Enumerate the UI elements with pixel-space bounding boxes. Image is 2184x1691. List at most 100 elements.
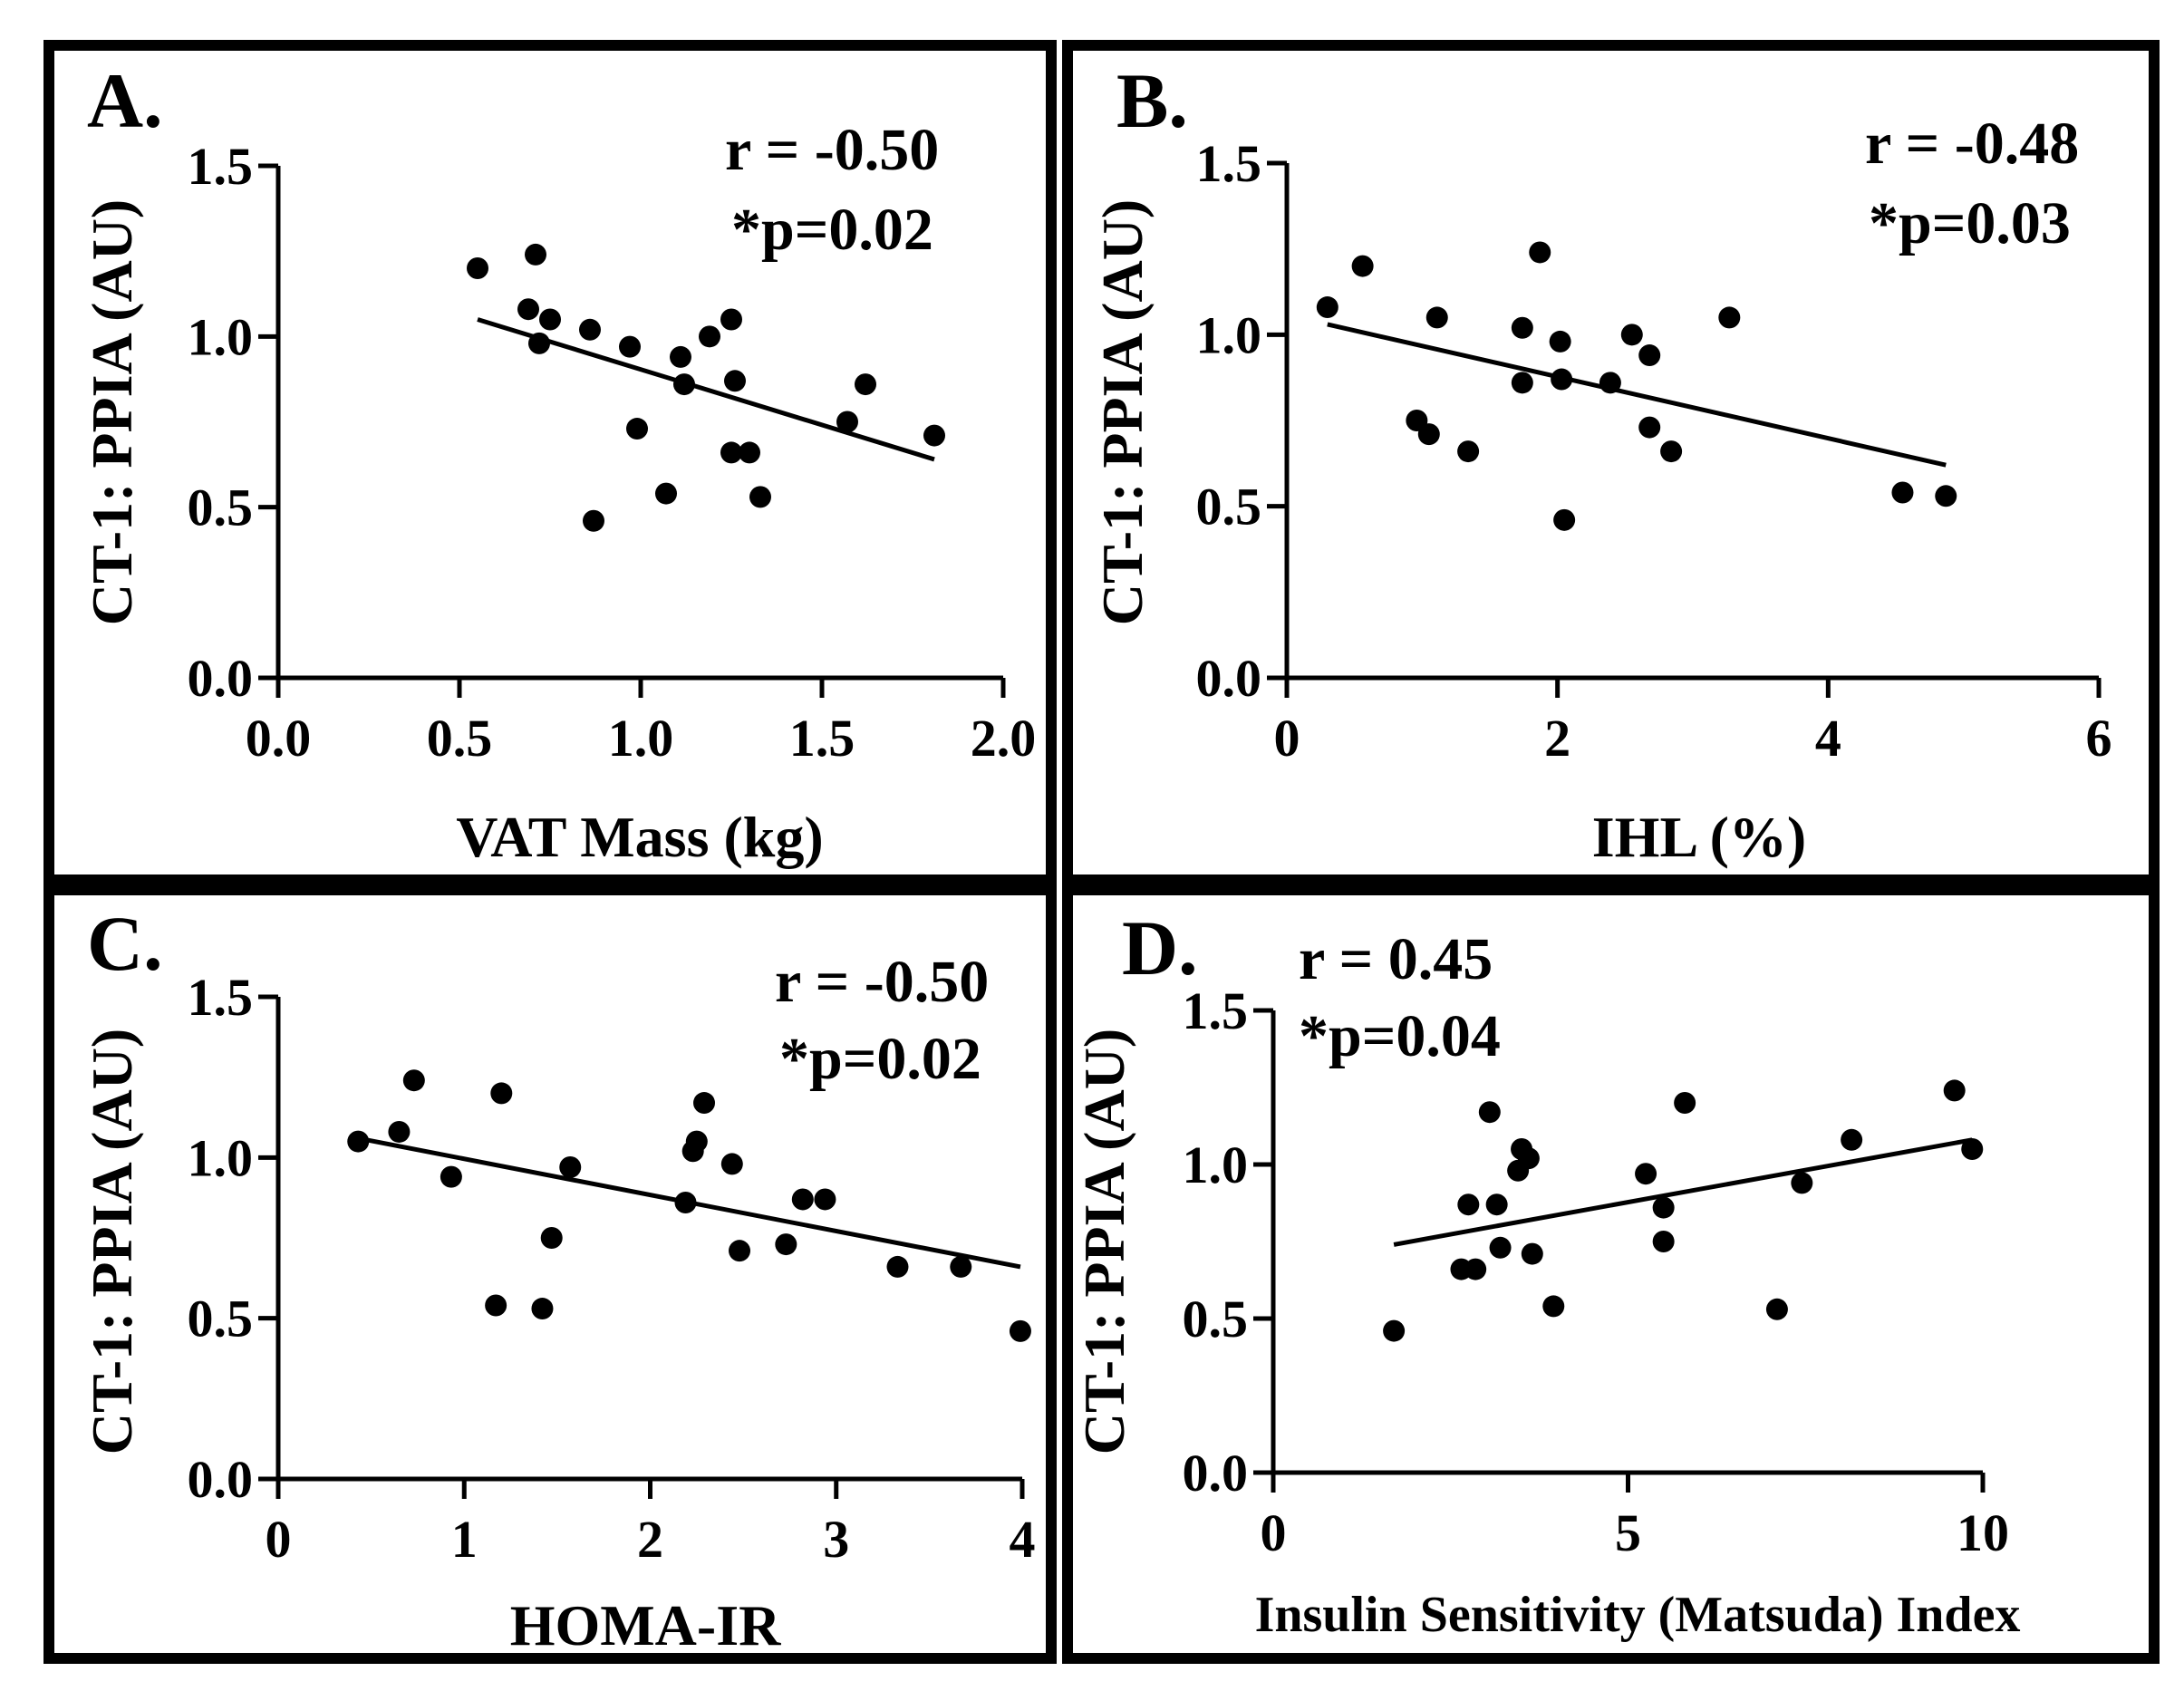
- panel-frame-b: [1062, 40, 2160, 885]
- data-point: [1599, 372, 1621, 394]
- panel-frame-a: [43, 40, 1057, 885]
- data-point: [1351, 255, 1374, 277]
- panel-frame-d: [1062, 884, 2160, 1664]
- data-point: [1841, 1128, 1863, 1151]
- y-axis-title: CT-1: PPIA (AU): [1090, 199, 1155, 626]
- x-axis-title: HOMA-IR: [510, 1593, 781, 1657]
- x-tick-label: 1: [451, 1510, 478, 1569]
- x-tick-label: 10: [1957, 1503, 2009, 1562]
- panel-label: C.: [87, 900, 163, 987]
- x-tick-label: 2: [1544, 709, 1570, 768]
- regression-line: [1393, 1137, 1973, 1247]
- data-point: [490, 1082, 513, 1105]
- data-point: [1791, 1172, 1813, 1194]
- scatter-panel-d: 0 5 10 0.0 0.5 1.0 1.5D. r = 0.45 *p=0.04 Insulin…: [1072, 904, 2020, 1643]
- data-point: [1417, 423, 1440, 446]
- data-point: [729, 1240, 751, 1262]
- y-axis-title: CT-1: PPIA (AU): [80, 199, 144, 626]
- data-point: [1638, 416, 1661, 439]
- data-point: [539, 308, 561, 331]
- y-tick-label: 0.5: [188, 478, 254, 537]
- y-tick-label: 1.5: [1196, 134, 1262, 193]
- correlation-r: r = -0.50: [725, 117, 939, 183]
- data-point: [720, 1153, 743, 1175]
- y-tick-label: 1.0: [188, 307, 254, 366]
- x-axis-title: Insulin Sensitivity (Matsuda) Index: [1255, 1587, 2021, 1643]
- p-value: *p=0.02: [779, 1026, 981, 1092]
- x-tick-label: 2.0: [971, 709, 1037, 768]
- data-point: [440, 1165, 462, 1188]
- data-point: [1551, 368, 1573, 391]
- data-point: [559, 1155, 582, 1178]
- data-point: [1009, 1319, 1031, 1342]
- panel-label: B.: [1116, 57, 1188, 144]
- y-tick-label: 0.0: [1183, 1444, 1249, 1503]
- scatter-panel-b: 0 2 4 6 0.0 0.5 1.0 1.5B. r = -0.48 *p=0.03 IHL (%…: [1090, 57, 2112, 869]
- data-point: [1529, 241, 1551, 264]
- y-tick-label: 0.5: [188, 1290, 254, 1348]
- p-value: *p=0.04: [1299, 1003, 1501, 1069]
- x-tick-label: 0: [1261, 1503, 1287, 1562]
- y-tick-label: 0.5: [1183, 1290, 1249, 1348]
- y-axis-title: CT-1: PPIA (AU): [80, 1029, 144, 1455]
- data-point: [791, 1188, 814, 1211]
- data-point: [583, 509, 604, 532]
- data-point: [579, 318, 601, 341]
- data-point: [540, 1227, 563, 1249]
- data-point: [693, 1092, 716, 1115]
- data-point: [1660, 440, 1683, 463]
- y-tick-label: 0.5: [1196, 478, 1262, 536]
- data-point: [699, 325, 720, 348]
- x-tick-label: 1.0: [608, 709, 674, 768]
- y-tick-label: 1.0: [188, 1128, 254, 1187]
- x-tick-label: 0: [1274, 709, 1300, 768]
- p-value: *p=0.03: [1869, 190, 2071, 256]
- data-point: [1891, 481, 1914, 504]
- data-point: [1718, 306, 1741, 329]
- data-point: [1553, 508, 1576, 531]
- regression-line: [477, 317, 935, 462]
- y-tick-label: 0.0: [188, 649, 254, 708]
- data-point: [739, 441, 760, 464]
- correlation-r: r = 0.45: [1299, 926, 1493, 992]
- data-point: [1316, 296, 1338, 319]
- x-tick-label: 2: [637, 1510, 663, 1569]
- panel-label: A.: [87, 57, 163, 144]
- data-point: [619, 335, 641, 358]
- x-tick-label: 0: [266, 1510, 292, 1569]
- x-tick-label: 0.5: [427, 709, 493, 768]
- data-point: [388, 1120, 411, 1143]
- data-point: [467, 257, 488, 279]
- data-point: [1511, 316, 1533, 339]
- y-tick-label: 1.0: [1196, 305, 1262, 364]
- data-point: [670, 345, 691, 368]
- data-point: [1457, 1193, 1480, 1216]
- data-point: [1620, 324, 1643, 346]
- data-point: [855, 373, 876, 396]
- scatter-panel-a: 0.0 0.5 1.0 1.5 2.0 0.0 0.5 1.0 1.5 A. r = -0.50 *p…: [80, 57, 1036, 869]
- data-point: [1542, 1295, 1565, 1318]
- data-point: [685, 1130, 708, 1153]
- y-tick-label: 1.5: [188, 137, 254, 196]
- y-tick-label: 1.5: [1183, 981, 1249, 1040]
- data-point: [674, 1191, 697, 1213]
- panel-frame-c: [43, 884, 1057, 1664]
- x-tick-label: 0.0: [246, 709, 312, 768]
- data-point: [749, 486, 771, 508]
- data-point: [1961, 1138, 1984, 1160]
- y-tick-label: 1.5: [188, 968, 254, 1027]
- data-point: [673, 373, 695, 396]
- y-tick-label: 1.0: [1183, 1135, 1249, 1194]
- data-point: [1425, 306, 1448, 329]
- x-tick-label: 3: [823, 1510, 849, 1569]
- p-value: *p=0.02: [731, 197, 933, 263]
- data-point: [626, 418, 648, 440]
- x-tick-label: 4: [1010, 1510, 1036, 1569]
- data-point: [1674, 1092, 1696, 1114]
- x-tick-label: 1.5: [789, 709, 855, 768]
- data-point: [1635, 1163, 1657, 1185]
- panel-label: D.: [1122, 904, 1198, 991]
- correlation-r: r = -0.50: [775, 949, 989, 1015]
- data-point: [950, 1255, 972, 1278]
